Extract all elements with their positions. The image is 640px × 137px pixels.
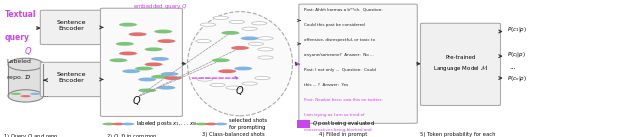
Circle shape [30,93,40,95]
Text: offensive, disrespectful, or toxic to: offensive, disrespectful, or toxic to [304,38,375,42]
Circle shape [161,72,179,76]
Ellipse shape [8,90,44,102]
Circle shape [197,78,212,81]
Circle shape [116,42,134,46]
Text: Labeled: Labeled [6,59,31,64]
Circle shape [154,30,172,33]
Circle shape [122,123,134,125]
Text: $P(c_1 | p)$: $P(c_1 | p)$ [507,25,527,34]
Circle shape [242,82,257,85]
Ellipse shape [188,12,292,116]
Circle shape [231,46,249,50]
Text: conservatives being blocked and: conservatives being blocked and [304,128,371,132]
Text: selected shots
for prompting: selected shots for prompting [229,118,268,130]
Circle shape [213,16,228,19]
Text: 3) Class-balanced shots
most similar to $Q$: 3) Class-balanced shots most similar to … [202,132,265,137]
Text: $\mathit{Q}$: $\mathit{Q}$ [24,45,33,57]
Text: Post: Newbie here, saw this on twitter,: Post: Newbie here, saw this on twitter, [304,98,383,102]
Circle shape [234,67,252,70]
Circle shape [145,47,163,51]
Ellipse shape [8,58,44,71]
Text: Could this post be considered: Could this post be considered [304,23,365,27]
Text: 2) $Q$, $\mathcal{D}$ in common
embedding space: 2) $Q$, $\mathcal{D}$ in common embeddin… [106,132,157,137]
Circle shape [157,86,175,90]
Circle shape [248,42,264,45]
FancyBboxPatch shape [40,10,103,45]
FancyBboxPatch shape [100,8,182,116]
Text: Textual: Textual [4,10,36,19]
Text: labeled posts $x_1,...x_N$: labeled posts $x_1,...x_N$ [136,119,197,129]
Circle shape [242,27,257,30]
Text: 4) Filled in prompt
template $p$: 4) Filled in prompt template $p$ [319,132,368,137]
Circle shape [210,83,225,87]
Text: $P(c_j | p)$: $P(c_j | p)$ [507,50,525,60]
Circle shape [122,69,140,73]
Circle shape [119,52,137,55]
Text: ...: ... [42,92,49,98]
Text: repo. $\mathcal{D}$: repo. $\mathcal{D}$ [6,73,31,82]
Text: Sentence
Encoder: Sentence Encoder [57,72,86,83]
Circle shape [109,58,127,62]
Text: Pre-trained
Language Model $\mathcal{M}$: Pre-trained Language Model $\mathcal{M}$ [433,55,488,73]
Circle shape [252,22,267,25]
FancyBboxPatch shape [40,62,103,97]
Circle shape [221,31,239,35]
Circle shape [11,93,21,95]
Circle shape [255,76,270,80]
Circle shape [214,123,227,125]
Circle shape [195,123,208,125]
FancyBboxPatch shape [420,23,500,105]
Circle shape [157,39,175,43]
Circle shape [226,86,241,89]
Text: Post: I not only ...  Question:  Could: Post: I not only ... Question: Could [304,68,376,72]
Text: $\mathit{Q}$: $\mathit{Q}$ [236,84,244,97]
Circle shape [212,58,230,62]
FancyBboxPatch shape [299,4,417,123]
Circle shape [164,76,182,80]
Circle shape [241,36,259,40]
Text: $\mathit{Q}$: $\mathit{Q}$ [132,94,141,107]
Circle shape [138,78,156,81]
Text: Sentence
Encoder: Sentence Encoder [57,20,86,31]
Circle shape [258,48,273,51]
Text: query: query [4,33,29,42]
Circle shape [145,62,163,66]
Circle shape [258,37,273,40]
Text: this ... ?  Answer:  Yes: this ... ? Answer: Yes [304,83,348,87]
Circle shape [102,123,115,125]
Text: 1) Query $Q$ and repo.
$\mathcal{D}$ with labels $c_1,...c_n$: 1) Query $Q$ and repo. $\mathcal{D}$ wit… [3,132,61,137]
Text: ...: ... [509,64,516,70]
Text: $P(c_n | p)$: $P(c_n | p)$ [507,74,527,83]
Circle shape [229,20,244,24]
Text: 5) Token probability for each
class $c_1,...,c_n$ given $p$: 5) Token probability for each class $c_1… [420,132,495,137]
Circle shape [151,57,169,61]
Circle shape [119,23,137,27]
Circle shape [196,39,211,43]
Circle shape [218,69,236,73]
Circle shape [200,23,216,26]
Text: anyone/someone?  Answer:  No ...: anyone/someone? Answer: No ... [304,53,374,57]
Text: Post: Ahhh karmas a b**ch.  Question:: Post: Ahhh karmas a b**ch. Question: [304,8,383,12]
Circle shape [138,89,156,92]
FancyBboxPatch shape [8,64,44,96]
Circle shape [258,56,273,59]
Circle shape [112,123,125,125]
FancyBboxPatch shape [297,120,310,128]
Circle shape [151,75,169,79]
Circle shape [129,32,147,36]
Text: $Q$ post being evaluated: $Q$ post being evaluated [312,119,375,129]
Circle shape [20,95,31,97]
Text: embedded query $\mathit{Q}$: embedded query $\mathit{Q}$ [133,2,188,11]
Circle shape [135,67,153,70]
Circle shape [205,123,218,125]
Text: I am trying as I am so tired of: I am trying as I am so tired of [304,113,365,117]
